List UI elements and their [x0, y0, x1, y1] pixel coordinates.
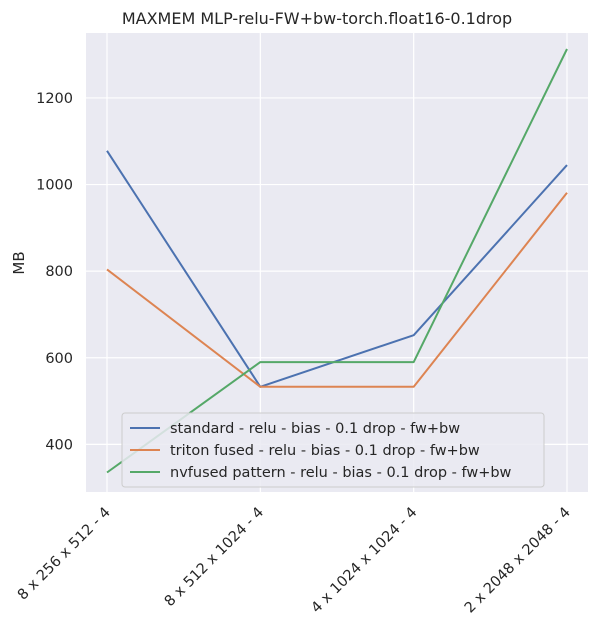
legend: standard - relu - bias - 0.1 drop - fw+b…	[121, 412, 545, 488]
legend-label: standard - relu - bias - 0.1 drop - fw+b…	[170, 421, 460, 437]
x-tick-label: 4 x 1024 x 1024 - 4	[309, 505, 421, 617]
y-tick-label: 800	[45, 264, 73, 280]
y-tick-label: 1200	[36, 91, 73, 107]
y-tick-label: 1000	[36, 178, 73, 194]
chart-title: MAXMEM MLP-relu-FW+bw-torch.float16-0.1d…	[122, 9, 512, 28]
series-line-2	[106, 192, 568, 388]
x-tick-label: 8 x 512 x 1024 - 4	[162, 505, 267, 610]
y-tick-label: 600	[45, 351, 73, 367]
series-line-1	[106, 150, 568, 388]
y-tick-label: 400	[45, 437, 73, 453]
legend-label: nvfused pattern - relu - bias - 0.1 drop…	[170, 465, 512, 481]
x-tick-label: 2 x 2048 x 2048 - 4	[462, 505, 574, 617]
legend-box	[121, 412, 545, 488]
x-tick-labels: 8 x 256 x 512 - 4 8 x 512 x 1024 - 4 4 x 1…	[15, 505, 574, 617]
y-axis-label: MB	[10, 251, 28, 274]
y-tick-labels: 400 600 800 1000 1200	[36, 91, 73, 453]
x-tick-label: 8 x 256 x 512 - 4	[15, 505, 114, 604]
legend-label: triton fused - relu - bias - 0.1 drop - …	[170, 443, 480, 459]
